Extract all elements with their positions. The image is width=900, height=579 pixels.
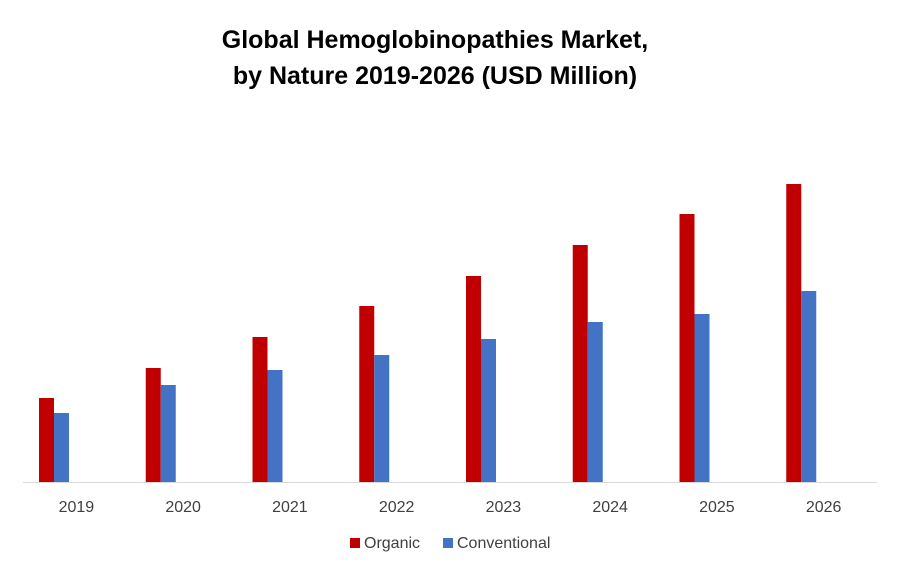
x-tick-label: 2020: [165, 499, 201, 516]
x-tick-label: 2019: [59, 499, 95, 516]
bar-organic-2022: [359, 306, 375, 482]
bar-organic-2025: [679, 214, 695, 482]
x-tick-label: 2024: [592, 499, 628, 516]
bar-organic-2023: [466, 276, 481, 482]
chart-title: Global Hemoglobinopathies Market, by Nat…: [0, 22, 870, 94]
x-tick-label: 2022: [379, 499, 415, 516]
bar-conventional-2020: [160, 385, 176, 482]
legend-label-conventional: Conventional: [457, 535, 550, 552]
bar-organic-2020: [145, 368, 161, 482]
bar-conventional-2025: [694, 314, 710, 482]
bar-conventional-2019: [54, 413, 69, 482]
legend-label-organic: Organic: [364, 535, 420, 552]
chart-title-line-2: by Nature 2019-2026 (USD Million): [232, 62, 638, 90]
bar-conventional-2026: [801, 291, 817, 482]
x-tick-label: 2023: [486, 499, 522, 516]
legend-swatch-organic: [350, 538, 360, 548]
bar-organic-2019: [39, 398, 54, 482]
x-tick-label: 2026: [806, 499, 842, 516]
bar-organic-2024: [572, 245, 588, 482]
x-tick-label: 2021: [272, 499, 308, 516]
bar-conventional-2021: [267, 370, 283, 482]
chart-title-line-1: Global Hemoglobinopathies Market,: [221, 26, 649, 54]
bar-conventional-2022: [374, 355, 390, 482]
bar-conventional-2023: [481, 339, 496, 482]
bar-organic-2026: [786, 184, 802, 482]
x-tick-label: 2025: [699, 499, 735, 516]
legend-swatch-conventional: [443, 538, 453, 548]
bar-conventional-2024: [587, 322, 603, 482]
bar-organic-2021: [252, 337, 268, 482]
